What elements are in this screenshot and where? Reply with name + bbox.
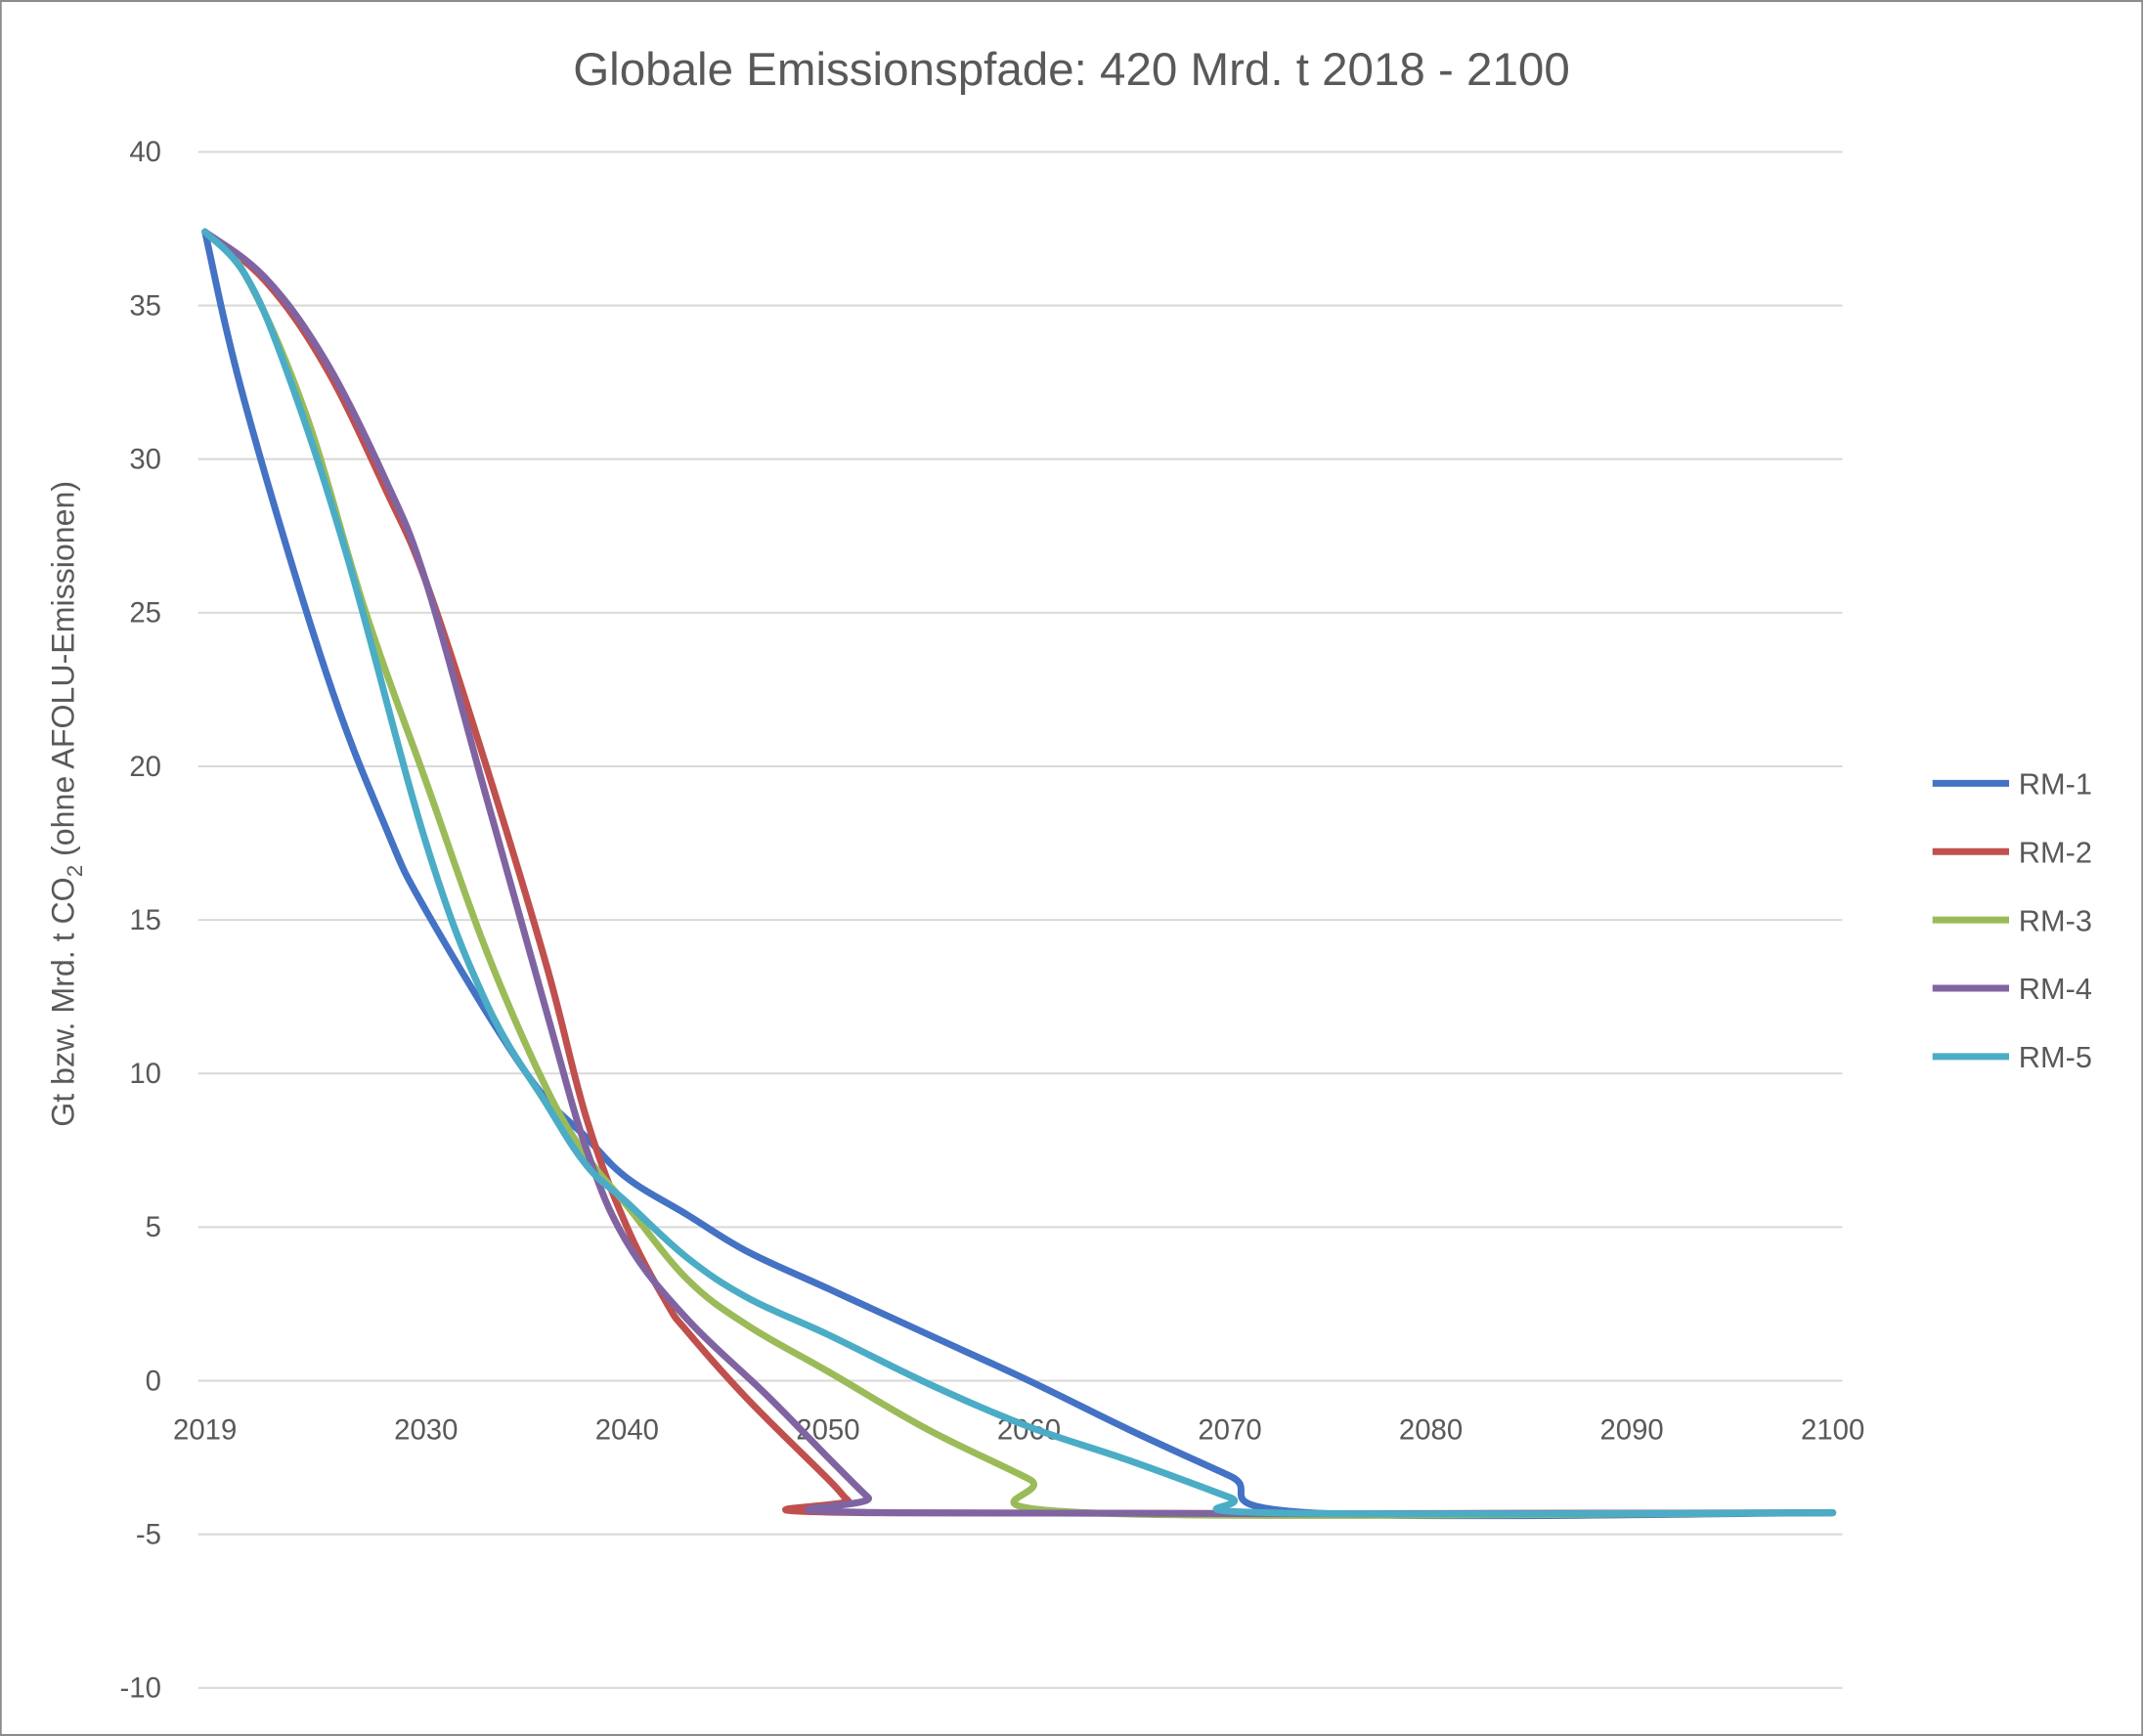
y-tick-label: 40 xyxy=(129,136,161,168)
y-axis-label: Gt bzw. Mrd. t CO2 (ohne AFOLU-Emissione… xyxy=(45,481,86,1127)
series-lines xyxy=(201,228,1837,1520)
series-line-rm-5 xyxy=(201,228,1837,1518)
x-tick-label: 2019 xyxy=(173,1413,237,1446)
x-tick-label: 2050 xyxy=(796,1413,859,1446)
y-tick-label: 30 xyxy=(129,444,161,476)
x-tick-label: 2030 xyxy=(394,1413,458,1446)
legend: RM-1 RM-2 RM-3 RM-4 RM-5 xyxy=(1932,767,2092,1074)
y-tick-label: 5 xyxy=(146,1211,161,1243)
y-tick-label: -10 xyxy=(120,1672,161,1705)
y-tick-label: 10 xyxy=(129,1058,161,1090)
x-tick-label: 2080 xyxy=(1399,1413,1463,1446)
x-tick-label: 2090 xyxy=(1599,1413,1663,1446)
legend-label: RM-2 xyxy=(2019,835,2092,869)
legend-label: RM-4 xyxy=(2019,972,2092,1006)
y-tick-label: 20 xyxy=(129,751,161,783)
legend-label: RM-3 xyxy=(2019,903,2092,937)
y-tick-label: -5 xyxy=(136,1518,161,1550)
y-tick-label: 35 xyxy=(129,289,161,322)
chart-title: Globale Emissionspfade: 420 Mrd. t 2018 … xyxy=(573,44,1570,96)
x-tick-label: 2100 xyxy=(1801,1413,1864,1446)
x-tick-label: 2070 xyxy=(1198,1413,1261,1446)
legend-label: RM-5 xyxy=(2019,1040,2092,1074)
y-tick-label: 0 xyxy=(146,1365,161,1397)
y-tick-label: 15 xyxy=(129,904,161,936)
series-line-rm-4 xyxy=(201,228,1837,1518)
y-axis-ticks: 40 35 30 25 20 15 10 5 0 -5 -10 xyxy=(120,136,161,1704)
y-tick-label: 25 xyxy=(129,597,161,629)
legend-label: RM-1 xyxy=(2019,767,2092,802)
series-line-rm-1 xyxy=(201,228,1837,1520)
x-tick-label: 2040 xyxy=(595,1413,659,1446)
x-axis-ticks: 2019 2030 2040 2050 2060 2070 2080 2090 2100 xyxy=(173,1413,1864,1446)
